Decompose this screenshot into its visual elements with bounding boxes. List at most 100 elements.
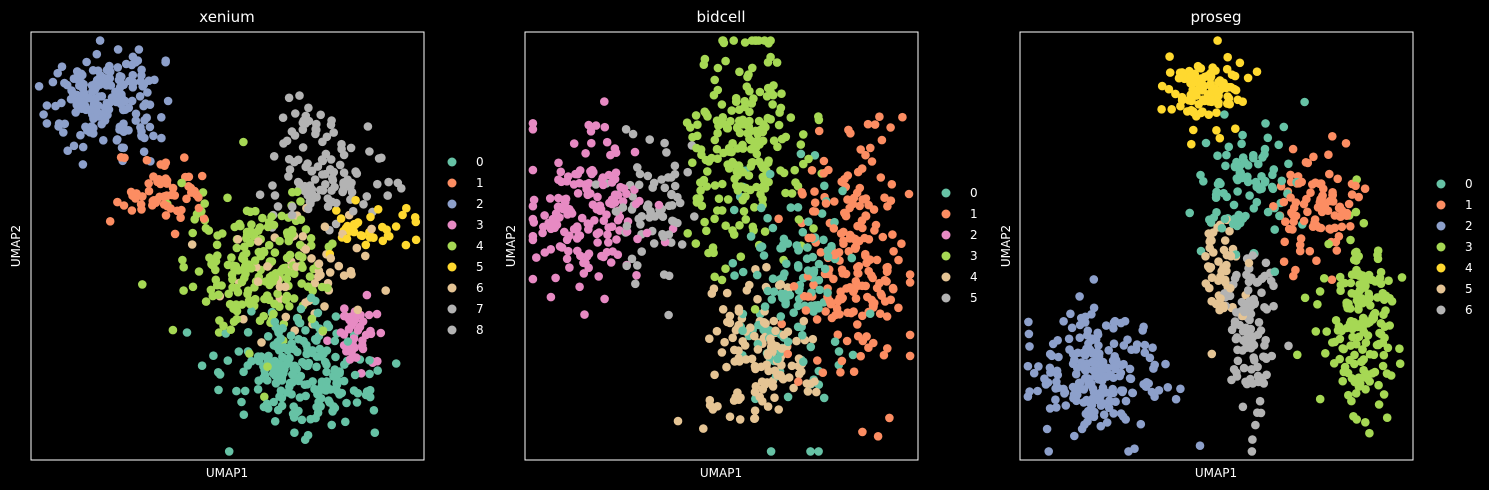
scatter-point (105, 61, 114, 71)
scatter-point (1238, 327, 1248, 336)
scatter-point (197, 361, 207, 371)
scatter-point (691, 239, 701, 248)
scatter-point (752, 149, 762, 159)
scatter-point (1280, 237, 1289, 247)
scatter-point (838, 186, 847, 196)
scatter-point (263, 262, 272, 271)
scatter-point (242, 206, 252, 216)
scatter-point (1025, 387, 1034, 396)
scatter-point (882, 312, 892, 321)
scatter-point (336, 214, 346, 223)
scatter-point (1270, 267, 1280, 277)
scatter-point (301, 225, 311, 234)
scatter-point (821, 307, 830, 316)
legend-label: 2 (476, 197, 484, 211)
scatter-point (830, 197, 839, 206)
scatter-point (355, 322, 365, 332)
scatter-point (1379, 390, 1389, 399)
scatter-point (258, 213, 267, 223)
scatter-point (373, 179, 382, 189)
scatter-point (296, 197, 305, 206)
scatter-point (100, 116, 110, 125)
scatter-point (187, 240, 197, 249)
scatter-point (232, 283, 241, 293)
scatter-point (282, 291, 292, 301)
scatter-point (847, 253, 857, 263)
scatter-point (688, 158, 697, 167)
scatter-point (1070, 431, 1079, 441)
scatter-point (1315, 287, 1325, 296)
scatter-point (1109, 339, 1119, 349)
scatter-point (897, 239, 906, 248)
scatter-point (1366, 301, 1375, 310)
scatter-point (770, 393, 779, 403)
scatter-point (803, 387, 813, 396)
legend-label: 1 (970, 207, 978, 221)
scatter-point (750, 331, 759, 341)
scatter-point (307, 254, 316, 263)
scatter-point (76, 130, 85, 140)
legend-marker (941, 251, 951, 261)
scatter-point (845, 283, 855, 292)
scatter-point (137, 205, 146, 214)
scatter-point (316, 110, 326, 120)
scatter-point (1262, 305, 1272, 314)
scatter-point (77, 69, 86, 79)
scatter-point (145, 122, 155, 132)
scatter-point (253, 385, 263, 394)
scatter-point (86, 126, 95, 135)
scatter-point (1372, 340, 1382, 350)
scatter-point (352, 243, 362, 253)
scatter-point (144, 179, 153, 188)
scatter-point (177, 178, 186, 188)
scatter-point (1088, 394, 1098, 403)
scatter-point (1312, 221, 1321, 230)
scatter-point (223, 356, 233, 365)
scatter-point (240, 263, 249, 273)
scatter-point (794, 377, 803, 387)
scatter-point (858, 195, 867, 204)
scatter-point (236, 221, 245, 231)
scatter-point (1209, 213, 1219, 222)
scatter-point (846, 308, 856, 318)
scatter-point (733, 122, 742, 132)
scatter-point (315, 185, 325, 195)
scatter-point (1251, 420, 1260, 430)
scatter-point (74, 96, 83, 105)
scatter-point (121, 105, 130, 114)
scatter-point (1025, 342, 1034, 351)
scatter-point (1104, 403, 1114, 413)
scatter-point (92, 49, 102, 59)
scatter-point (370, 428, 380, 438)
scatter-point (1071, 369, 1081, 379)
scatter-point (1374, 400, 1384, 409)
scatter-point (704, 248, 713, 258)
scatter-point (66, 94, 76, 104)
scatter-point (1379, 350, 1389, 360)
panel-title: xenium (199, 8, 254, 26)
scatter-point (306, 234, 316, 243)
scatter-point (1053, 370, 1063, 380)
scatter-point (631, 279, 640, 289)
scatter-point (885, 413, 894, 423)
scatter-point (271, 371, 280, 381)
scatter-point (280, 365, 289, 374)
scatter-point (819, 235, 828, 245)
scatter-point (722, 362, 731, 372)
scatter-point (581, 149, 590, 158)
scatter-point (239, 410, 249, 420)
scatter-point (758, 127, 768, 137)
scatter-point (745, 134, 754, 144)
scatter-point (1094, 341, 1103, 350)
scatter-point (567, 209, 577, 218)
scatter-point (1220, 110, 1229, 119)
scatter-point (693, 131, 702, 141)
scatter-point (1157, 81, 1167, 91)
scatter-point (742, 286, 752, 295)
scatter-point (1300, 293, 1310, 303)
scatter-point (163, 96, 173, 106)
scatter-point (1174, 73, 1184, 83)
scatter-point (1213, 36, 1222, 45)
scatter-point (294, 334, 303, 344)
